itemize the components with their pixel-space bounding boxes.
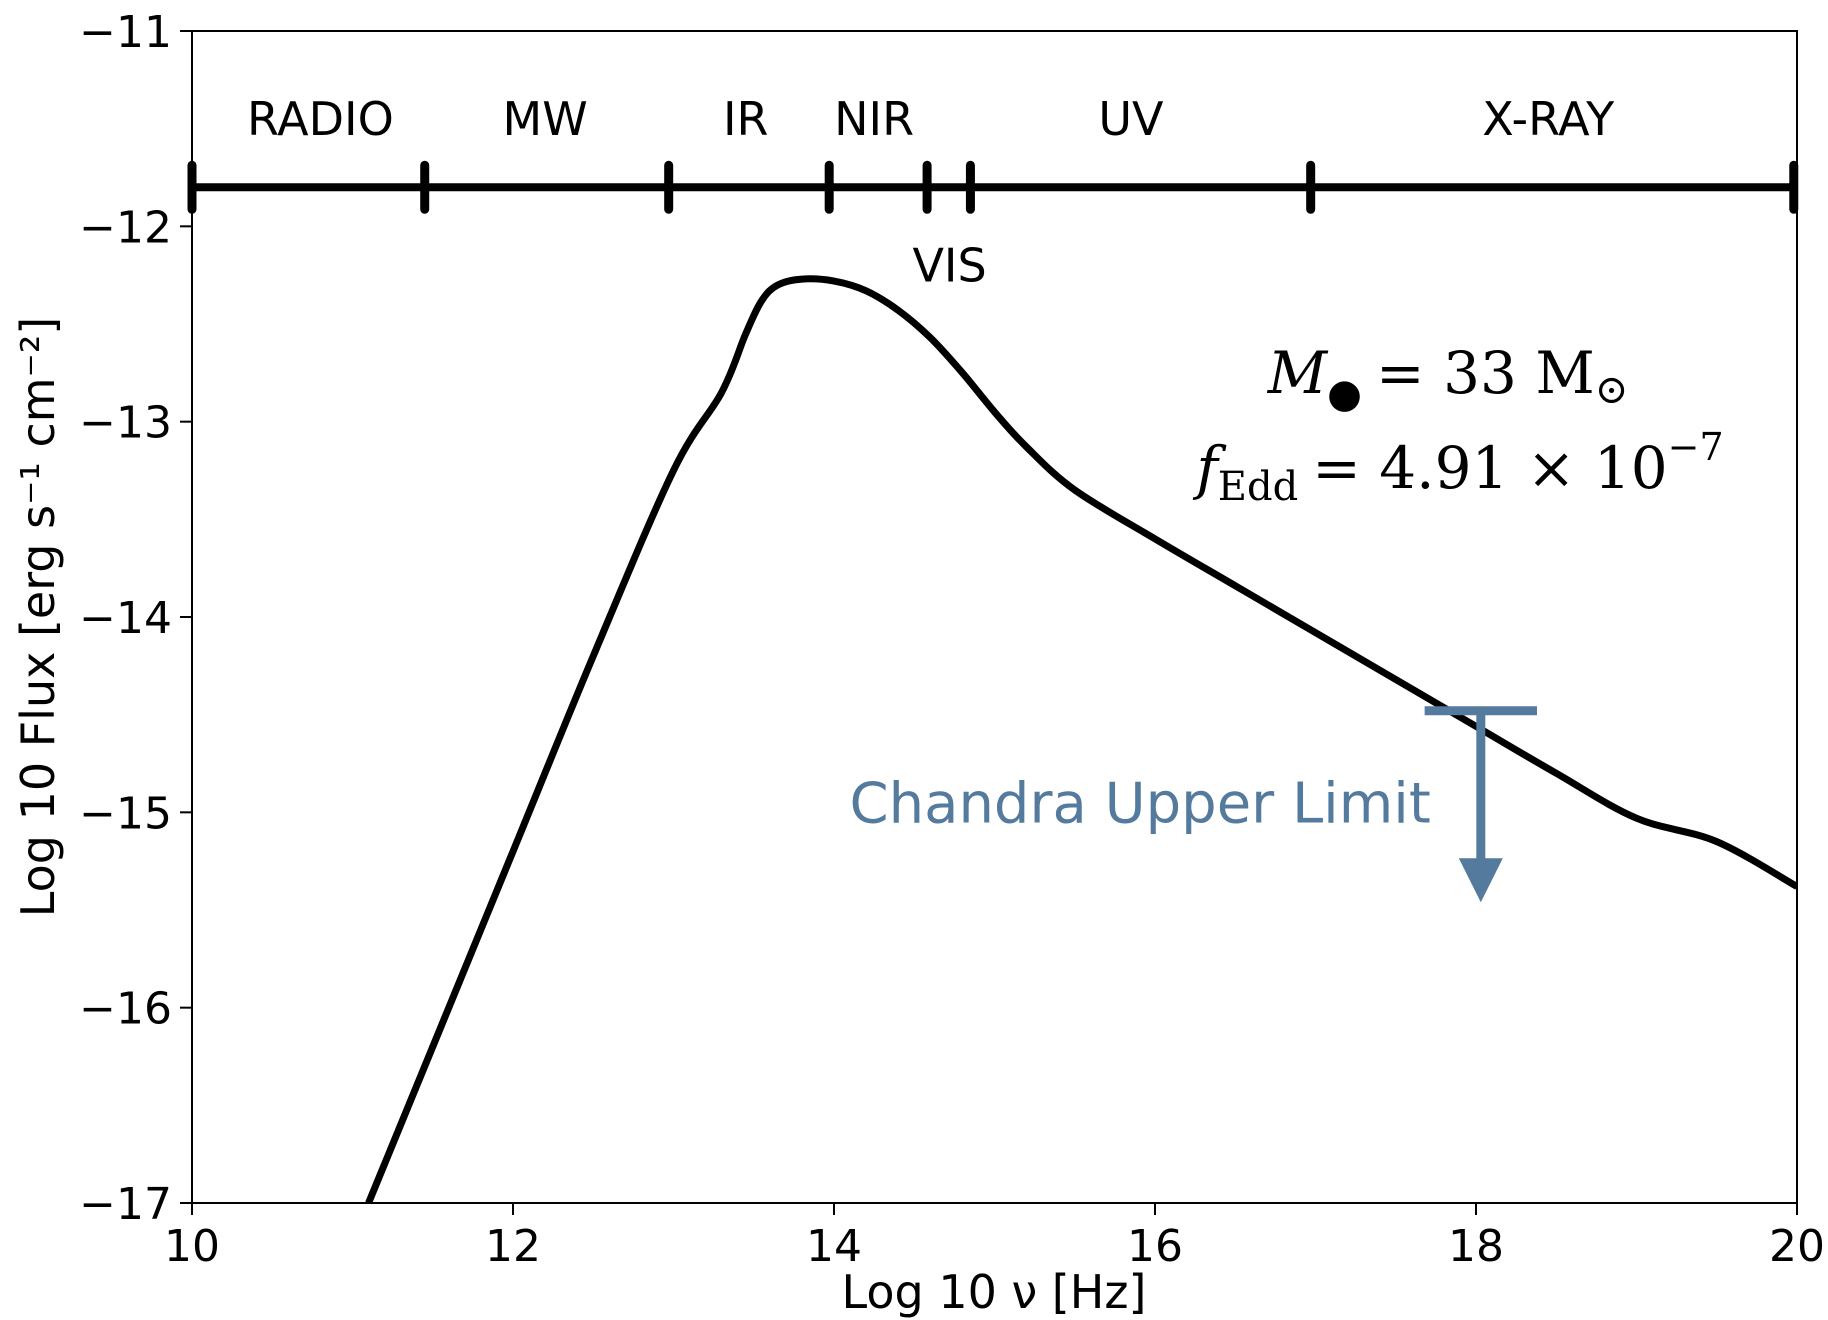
y-tick-label: −17 (79, 1179, 172, 1230)
y-tick-label: −12 (79, 202, 172, 253)
band-label: VIS (912, 238, 986, 292)
plot-frame (191, 30, 1798, 1204)
x-axis-label: Log 10 ν [Hz] (842, 1265, 1147, 1319)
svg-text:M●= 33 M⊙: M● = 33 M⊙ (1267, 339, 1628, 417)
mass-unit: ⊙ (1595, 367, 1629, 413)
band-label: MW (503, 92, 588, 146)
y-tick-label: −16 (79, 984, 172, 1035)
mass-subscript: ● (1327, 371, 1362, 417)
y-axis-label: Log 10 Flux [erg s⁻¹ cm⁻²] (11, 317, 65, 917)
mass-value: = 33 M (1376, 339, 1595, 407)
chandra-upper-limit: Chandra Upper Limit (850, 706, 1537, 903)
x-tick-label: 12 (485, 1221, 541, 1272)
band-label: NIR (834, 92, 914, 146)
band-label: RADIO (247, 92, 394, 146)
band-label: X-RAY (1482, 92, 1615, 146)
svg-text:fEdd= 4.91 × 10−7: fEdd = 4.91 × 10−7 (1192, 425, 1723, 510)
x-tick-label: 10 (164, 1221, 220, 1272)
upper-limit-arrowhead (1458, 858, 1503, 903)
x-tick-label: 16 (1127, 1221, 1183, 1272)
axis-ticks: 10 12 14 16 18 20 −11 −12 −13 −14 −15 −16 −17 (79, 7, 1825, 1272)
y-tick-label: −15 (79, 788, 172, 839)
eddington-exponent: −7 (1668, 425, 1724, 469)
sed-curve (365, 275, 1797, 1203)
mass-symbol: M (1267, 339, 1329, 407)
band-label: IR (723, 92, 769, 146)
y-tick-label: −13 (79, 398, 172, 449)
eddington-annotation: fEdd = 4.91 × 10−7 (1192, 425, 1723, 510)
eddington-subscript: Edd (1218, 464, 1298, 510)
y-tick-label: −14 (79, 593, 172, 644)
mass-annotation: M● = 33 M⊙ (1267, 339, 1628, 417)
eddington-value: = 4.91 × 10 (1312, 434, 1667, 502)
x-tick-label: 18 (1448, 1221, 1504, 1272)
sed-curve-layer (365, 275, 1797, 1203)
upper-limit-label: Chandra Upper Limit (850, 772, 1431, 837)
x-tick-label: 20 (1769, 1221, 1825, 1272)
band-label: UV (1098, 92, 1164, 146)
spectral-band-bar: RADIO MW IR NIR UV X-RAY VIS (187, 92, 1799, 292)
y-tick-label: −11 (79, 7, 172, 58)
x-tick-label: 14 (806, 1221, 862, 1272)
